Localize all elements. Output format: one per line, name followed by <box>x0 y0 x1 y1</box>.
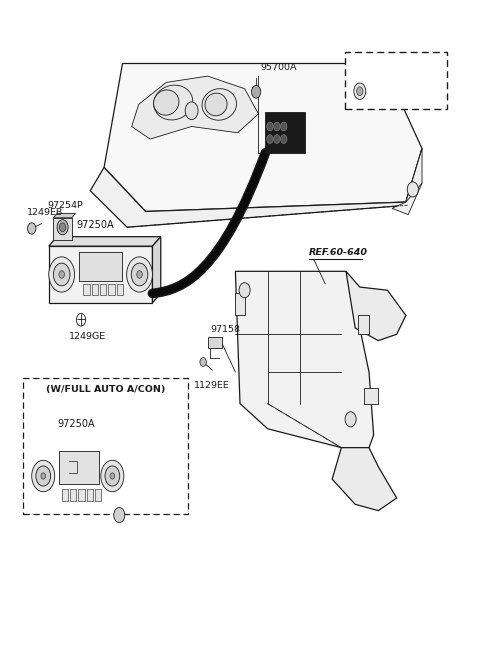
Bar <box>78 489 84 501</box>
Circle shape <box>185 102 198 119</box>
Bar <box>108 284 115 295</box>
Bar <box>61 489 68 501</box>
Text: REF.60-640: REF.60-640 <box>309 249 368 257</box>
Bar <box>117 284 123 295</box>
Text: 97158: 97158 <box>210 325 240 335</box>
Text: 97250A: 97250A <box>57 419 95 429</box>
Bar <box>70 489 76 501</box>
Bar <box>92 284 98 295</box>
Circle shape <box>105 466 120 486</box>
Circle shape <box>357 87 363 96</box>
Circle shape <box>200 358 206 367</box>
Text: (BLANKING): (BLANKING) <box>363 58 430 68</box>
Text: 1249EB: 1249EB <box>27 208 63 217</box>
Circle shape <box>57 220 68 235</box>
Bar <box>100 284 107 295</box>
Text: 97254: 97254 <box>377 85 408 94</box>
Bar <box>60 451 98 483</box>
Bar <box>235 293 245 316</box>
Circle shape <box>407 182 419 197</box>
Circle shape <box>239 283 250 298</box>
Circle shape <box>267 134 273 144</box>
Circle shape <box>49 257 74 292</box>
Ellipse shape <box>154 90 179 115</box>
Bar <box>95 489 101 501</box>
Bar <box>79 253 122 281</box>
Polygon shape <box>235 272 373 447</box>
Circle shape <box>280 134 287 144</box>
Circle shape <box>252 85 261 98</box>
Text: 97250A: 97250A <box>76 220 114 230</box>
Circle shape <box>280 122 287 131</box>
Bar <box>53 218 72 240</box>
Circle shape <box>267 122 273 131</box>
Polygon shape <box>392 148 422 215</box>
Polygon shape <box>49 246 153 303</box>
Circle shape <box>345 412 356 427</box>
Bar <box>84 284 90 295</box>
Bar <box>364 388 378 403</box>
Circle shape <box>60 223 66 232</box>
Circle shape <box>53 263 70 286</box>
Bar <box>345 52 447 109</box>
Bar <box>265 112 304 153</box>
Text: 95700A: 95700A <box>261 63 297 72</box>
Circle shape <box>354 83 366 100</box>
Text: (W/FULL AUTO A/CON): (W/FULL AUTO A/CON) <box>46 384 165 394</box>
Circle shape <box>32 461 55 492</box>
Circle shape <box>36 466 50 486</box>
Circle shape <box>27 223 36 234</box>
Text: 97254P: 97254P <box>47 201 83 210</box>
Bar <box>208 337 222 348</box>
Polygon shape <box>49 237 161 246</box>
Polygon shape <box>153 237 161 303</box>
Polygon shape <box>32 433 133 445</box>
Bar <box>86 489 93 501</box>
Text: 1129EE: 1129EE <box>194 381 229 390</box>
Polygon shape <box>124 433 133 508</box>
Circle shape <box>59 271 64 278</box>
Polygon shape <box>346 272 406 340</box>
Ellipse shape <box>154 85 193 120</box>
Text: 1249GE: 1249GE <box>70 332 107 340</box>
Circle shape <box>110 473 115 479</box>
Polygon shape <box>132 76 258 139</box>
Circle shape <box>131 263 148 286</box>
Circle shape <box>114 508 125 523</box>
Ellipse shape <box>202 89 237 120</box>
Polygon shape <box>332 447 396 510</box>
Circle shape <box>127 257 153 292</box>
Polygon shape <box>104 64 422 211</box>
Polygon shape <box>32 445 124 508</box>
Circle shape <box>274 134 280 144</box>
Bar <box>23 379 188 514</box>
Bar <box>358 316 369 335</box>
Polygon shape <box>90 148 422 227</box>
Circle shape <box>41 473 46 479</box>
Circle shape <box>274 122 280 131</box>
Polygon shape <box>53 213 75 218</box>
Circle shape <box>101 461 124 492</box>
Circle shape <box>137 271 142 278</box>
Ellipse shape <box>205 93 227 115</box>
